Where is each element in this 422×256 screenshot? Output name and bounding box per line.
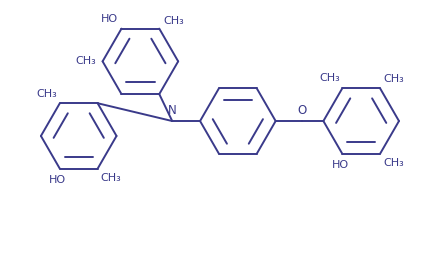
Text: CH₃: CH₃ (383, 158, 404, 168)
Text: CH₃: CH₃ (100, 173, 122, 183)
Text: CH₃: CH₃ (383, 74, 404, 84)
Text: HO: HO (100, 14, 117, 24)
Text: HO: HO (49, 175, 66, 185)
Text: CH₃: CH₃ (76, 56, 97, 66)
Text: CH₃: CH₃ (319, 73, 340, 83)
Text: O: O (297, 104, 306, 117)
Text: N: N (168, 104, 176, 117)
Text: HO: HO (332, 160, 349, 170)
Text: CH₃: CH₃ (36, 89, 57, 99)
Text: CH₃: CH₃ (163, 16, 184, 26)
